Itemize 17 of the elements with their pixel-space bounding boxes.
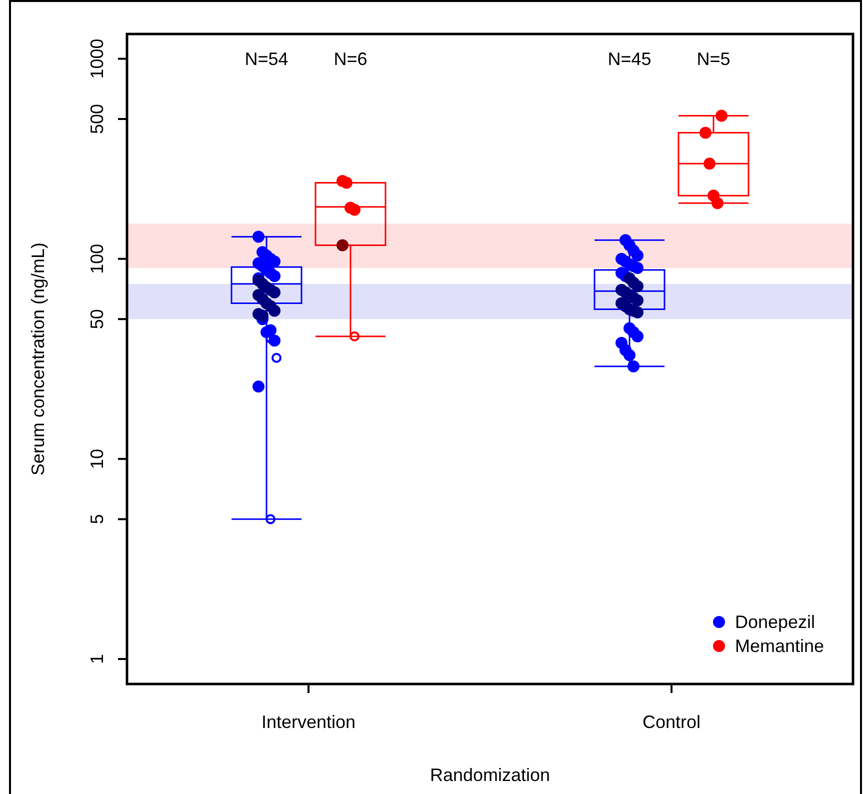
x-axis-title: Randomization: [430, 765, 550, 785]
annotation: N=5: [696, 49, 730, 69]
x-tick-label: Control: [642, 712, 701, 732]
annotation: N=6: [334, 49, 368, 69]
legend-label: Memantine: [735, 636, 824, 656]
annotation: N=54: [244, 49, 288, 69]
y-tick-label: 10: [87, 448, 107, 469]
y-tick-label: 100: [87, 244, 107, 274]
annotation: N=45: [608, 49, 652, 69]
y-tick-label: 1: [87, 654, 107, 664]
y-tick-label: 1000: [87, 38, 107, 79]
y-tick-label: 500: [87, 104, 107, 134]
y-tick-label: 5: [87, 514, 107, 524]
y-tick-label: 50: [87, 309, 107, 330]
y-axis-title: Serum concentration (ng/mL): [28, 242, 48, 476]
legend-label: Donepezil: [735, 612, 816, 632]
x-tick-label: Intervention: [261, 712, 356, 732]
